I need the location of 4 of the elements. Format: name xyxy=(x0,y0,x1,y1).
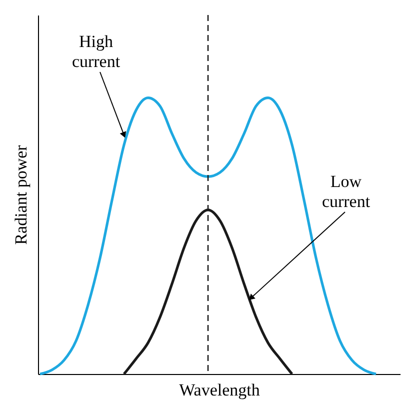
x-axis-title: Wavelength xyxy=(179,380,260,400)
annotation: Low current xyxy=(322,172,370,211)
text: High current xyxy=(72,32,120,71)
y-axis-title: Radiant power xyxy=(12,144,30,245)
